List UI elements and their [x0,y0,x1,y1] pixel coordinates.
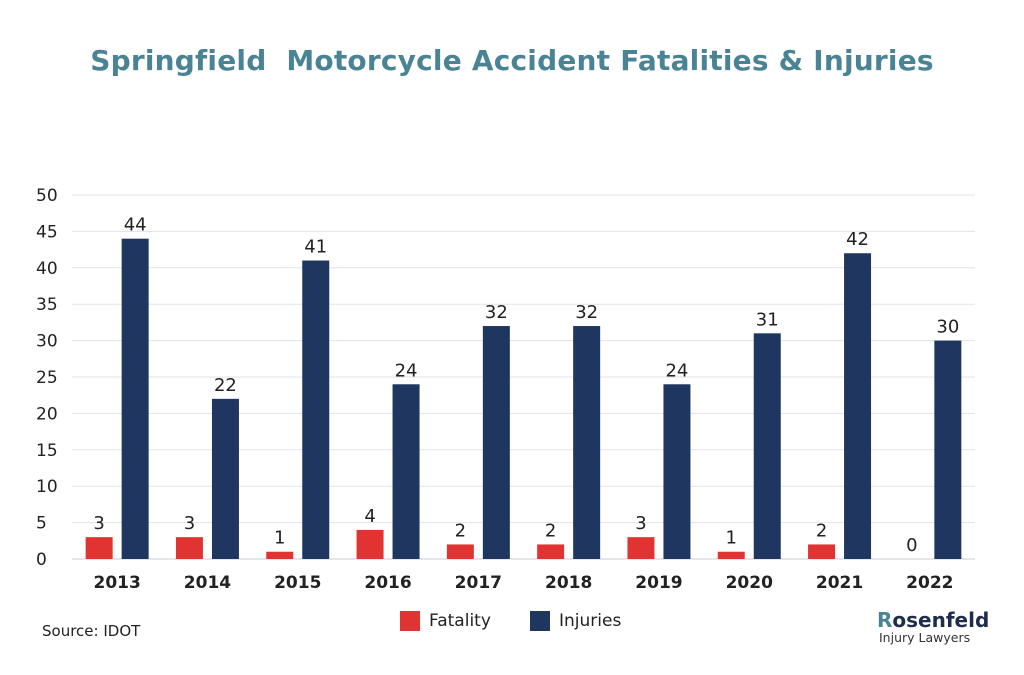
x-tick-label: 2013 [93,573,140,593]
data-label-fatality: 0 [906,535,917,556]
bar-fatality [717,551,745,559]
y-tick-label: 5 [36,514,47,534]
bar-injuries [753,333,781,559]
data-label-injuries: 24 [665,360,688,381]
data-label-fatality: 3 [93,513,104,534]
x-tick-label: 2016 [364,573,411,593]
bar-fatality [808,544,836,559]
bar-injuries [211,398,239,559]
y-tick-label: 25 [36,368,58,388]
logo-r-mark: R [877,608,893,632]
data-label-injuries: 32 [485,302,508,323]
legend-item-injuries: Injuries [530,611,621,631]
data-label-fatality: 3 [635,513,646,534]
chart-title: Springfield Motorcycle Accident Fataliti… [90,44,934,77]
data-label-fatality: 2 [545,520,556,541]
data-label-injuries: 24 [395,360,418,381]
data-label-injuries: 30 [936,317,959,338]
data-label-injuries: 44 [124,215,147,236]
data-label-injuries: 32 [575,302,598,323]
bar-injuries [934,340,962,559]
x-tick-label: 2021 [816,573,863,593]
y-tick-label: 30 [36,332,58,352]
legend-swatch-injuries [530,611,550,631]
x-tick-label: 2019 [635,573,682,593]
bar-fatality [266,551,294,559]
data-label-fatality: 2 [455,520,466,541]
data-label-fatality: 2 [816,520,827,541]
y-tick-label: 0 [36,550,47,570]
y-tick-label: 45 [36,222,58,242]
x-tick-label: 2015 [274,573,321,593]
x-tick-label: 2020 [726,573,773,593]
bar-injuries [663,384,691,559]
data-label-injuries: 42 [846,229,869,250]
bar-injuries [302,260,330,559]
x-tick-label: 2018 [545,573,592,593]
data-label-injuries: 31 [756,309,779,330]
bar-fatality [537,544,565,559]
data-label-fatality: 1 [726,528,737,549]
y-tick-label: 50 [36,186,58,206]
y-tick-label: 35 [36,295,58,315]
legend-label-injuries: Injuries [559,611,622,631]
legend-label-fatality: Fatality [429,611,491,631]
bar-fatality [175,537,203,559]
data-label-injuries: 22 [214,375,237,396]
y-tick-label: 40 [36,259,58,279]
y-tick-label: 20 [36,404,58,424]
bar-fatality [85,537,113,559]
y-tick-label: 10 [36,477,58,497]
source-note: Source: IDOT [42,622,141,640]
bar-injuries [482,326,510,559]
bar-injuries [121,238,149,559]
x-tick-label: 2022 [906,573,953,593]
data-label-injuries: 41 [304,237,327,258]
bar-injuries [573,326,601,559]
data-label-fatality: 3 [184,513,195,534]
legend-swatch-fatality [400,611,420,631]
data-label-fatality: 4 [364,506,375,527]
data-label-fatality: 1 [274,528,285,549]
bar-injuries [392,384,420,559]
bar-fatality [627,537,655,559]
legend-item-fatality: Fatality [400,611,491,631]
logo-tagline: Injury Lawyers [879,630,971,645]
bar-fatality [446,544,474,559]
bar-fatality [356,529,384,559]
bar-injuries [844,253,872,560]
x-tick-label: 2014 [184,573,231,593]
x-tick-label: 2017 [455,573,502,593]
y-tick-label: 15 [36,441,58,461]
logo-wordmark: osenfeld [892,608,990,632]
